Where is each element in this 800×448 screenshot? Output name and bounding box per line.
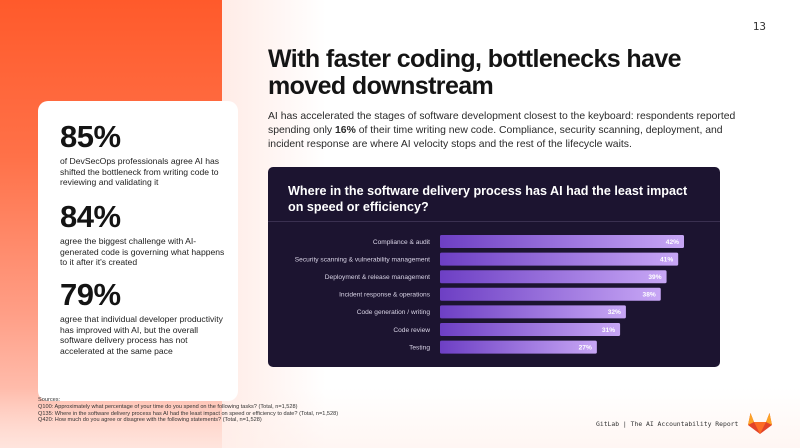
stat-block: 85% of DevSecOps professionals agree AI …	[60, 121, 230, 188]
body-text: AI has accelerated the stages of softwar…	[268, 111, 736, 136]
body-paragraph: AI has accelerated the stages of softwar…	[268, 110, 738, 152]
footer-brand: GitLab | The AI Accountability Report	[596, 420, 739, 428]
bar	[440, 287, 661, 301]
stat-value: 84%	[60, 199, 121, 234]
stat-description: agree that individual developer producti…	[60, 314, 223, 356]
stat-value: 85%	[60, 119, 121, 154]
chart-panel: Where in the software delivery process h…	[268, 167, 720, 367]
bar-value-label: 38%	[643, 292, 656, 299]
category-label: Incident response & operations	[339, 292, 431, 299]
gitlab-tanuki-icon	[748, 413, 772, 434]
category-label: Security scanning & vulnerability manage…	[295, 256, 430, 263]
body-highlight: 16%	[335, 125, 356, 136]
bar	[440, 340, 597, 354]
stats-card: 85% of DevSecOps professionals agree AI …	[38, 101, 238, 401]
sources-note: Sources: Q100: Approximately what percen…	[38, 397, 558, 424]
bar	[440, 305, 626, 319]
stat-description: agree the biggest challenge with AI-gene…	[60, 236, 225, 267]
category-label: Deployment & release management	[325, 274, 430, 281]
category-label: Code generation / writing	[357, 309, 431, 316]
category-label: Code review	[393, 327, 430, 334]
page-number: 13	[752, 20, 766, 33]
bar-value-label: 41%	[660, 256, 673, 263]
sources-heading: Sources:	[38, 397, 61, 403]
bar-value-label: 32%	[608, 309, 621, 316]
bar	[440, 252, 679, 266]
source-line: Q420: How much do you agree or disagree …	[38, 417, 262, 424]
category-label: Compliance & audit	[373, 239, 430, 246]
chart-divider	[268, 221, 720, 222]
bar-value-label: 39%	[648, 274, 661, 281]
page-title: With faster coding, bottlenecks have mov…	[268, 45, 682, 100]
chart-title: Where in the software delivery process h…	[288, 184, 688, 214]
source-line: Q100: Approximately what percentage of y…	[38, 403, 298, 410]
stat-block: 84% agree the biggest challenge with AI-…	[60, 201, 230, 268]
stat-value: 79%	[60, 277, 121, 312]
category-label: Testing	[409, 344, 430, 351]
stat-block: 79% agree that individual developer prod…	[60, 279, 230, 356]
bar-value-label: 31%	[602, 327, 615, 334]
stat-description: of DevSecOps professionals agree AI has …	[60, 156, 220, 187]
bar	[440, 235, 684, 248]
bar-value-label: 42%	[666, 239, 679, 246]
body-text: of their time writing new code. Complian…	[268, 125, 723, 150]
source-line: Q135: Where in the software delivery pro…	[38, 410, 339, 417]
bar-chart: Compliance & audit 42% Security scanning &…	[295, 235, 684, 354]
bar-value-label: 27%	[579, 344, 592, 351]
bar	[440, 270, 667, 284]
bar	[440, 323, 621, 336]
